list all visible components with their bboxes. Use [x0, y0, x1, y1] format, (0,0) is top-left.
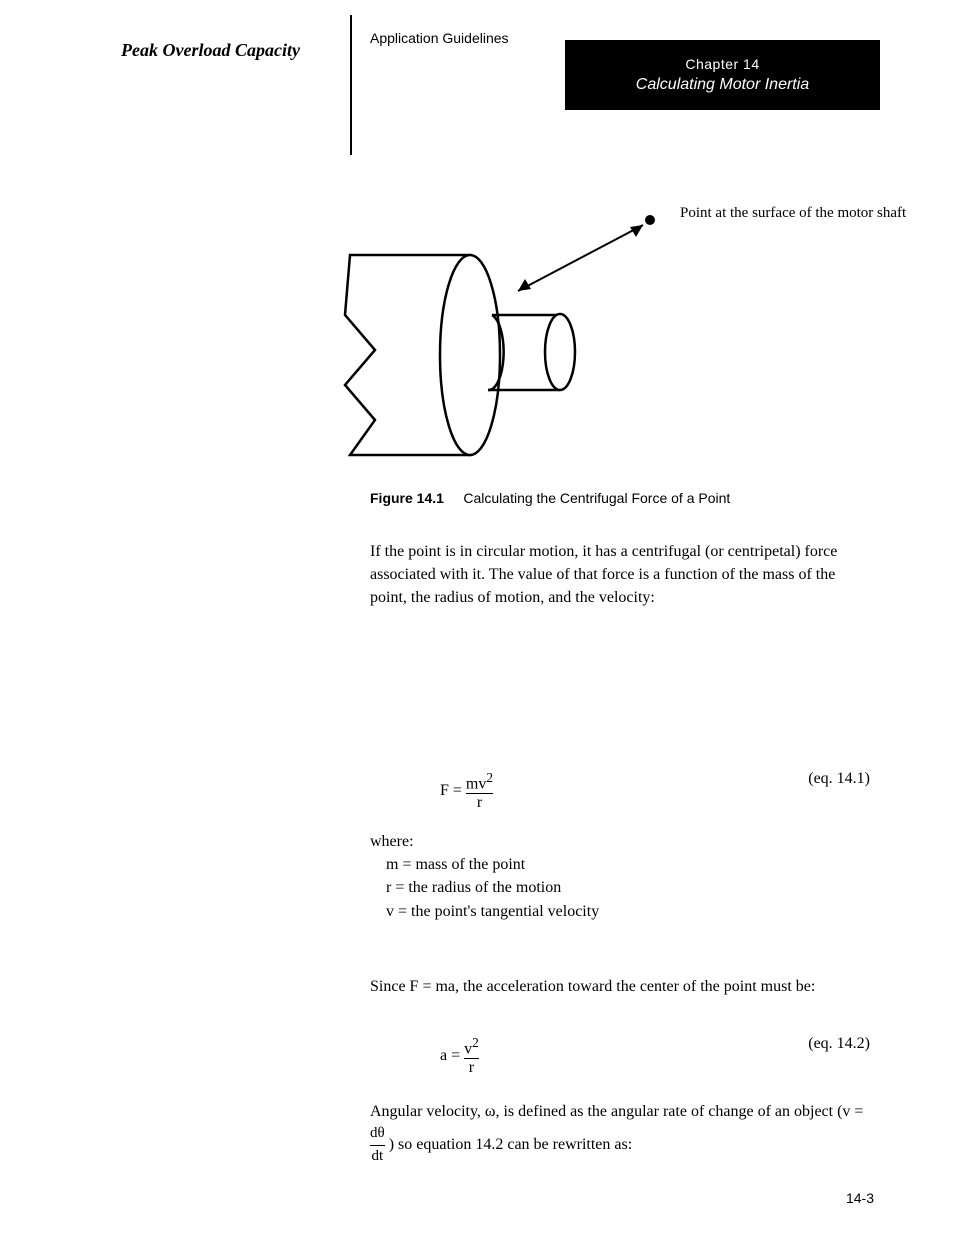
eq1-number: (eq. 14.1) — [808, 770, 870, 788]
chapter-box: Chapter 14 Calculating Motor Inertia — [565, 40, 880, 110]
paragraph-3: Angular velocity, ω, is defined as the a… — [370, 1100, 870, 1168]
eq1-lhs: F = — [440, 782, 466, 799]
chapter-name: Calculating Motor Inertia — [636, 76, 809, 94]
figure-point-label: Point at the surface of the motor shaft — [680, 205, 906, 222]
where1-c: v = the point's tangential velocity — [386, 900, 870, 923]
figure-caption-text: Calculating the Centrifugal Force of a P… — [463, 490, 730, 506]
body-text: If the point is in circular motion, it h… — [370, 540, 870, 624]
figure-diagram — [320, 195, 720, 475]
eq1-num: mv — [466, 775, 486, 792]
page: Peak Overload Capacity Application Guide… — [0, 0, 954, 1235]
figure-caption: Figure 14.1 Calculating the Centrifugal … — [370, 490, 730, 506]
page-number: 14-3 — [846, 1190, 874, 1206]
where1-a: m = mass of the point — [386, 853, 870, 876]
paragraph-1: If the point is in circular motion, it h… — [370, 540, 870, 610]
eq2-number: (eq. 14.2) — [808, 1035, 870, 1053]
equation-1: F = mv2 r (eq. 14.1) — [370, 770, 870, 812]
where1-b: r = the radius of the motion — [386, 876, 870, 899]
eq1-sup: 2 — [486, 770, 493, 785]
where-block-1: where: m = mass of the point r = the rad… — [370, 830, 870, 923]
eq2-den: r — [464, 1058, 479, 1077]
eq2-num: v — [464, 1040, 472, 1057]
chapter-label: Chapter 14 — [685, 56, 759, 72]
vertical-rule — [350, 15, 352, 155]
figure-number: Figure 14.1 — [370, 490, 444, 506]
paragraph-2: Since F = ma, the acceleration toward th… — [370, 975, 870, 998]
inline-frac-num: dθ — [370, 1123, 385, 1145]
eq1-den: r — [466, 793, 493, 812]
sidebar-label: Peak Overload Capacity — [100, 40, 300, 61]
p3-b: ) so equation 14.2 can be rewritten as: — [389, 1136, 632, 1153]
equation-2: a = v2 r (eq. 14.2) — [370, 1035, 870, 1077]
where-intro-1: where: — [370, 830, 870, 853]
p3-a: Angular velocity, ω, is defined as the a… — [370, 1103, 863, 1120]
eq2-sup: 2 — [472, 1035, 479, 1050]
header-section: Application Guidelines — [370, 30, 509, 46]
eq2-lhs: a = — [440, 1047, 464, 1064]
inline-frac-den: dt — [370, 1145, 385, 1168]
